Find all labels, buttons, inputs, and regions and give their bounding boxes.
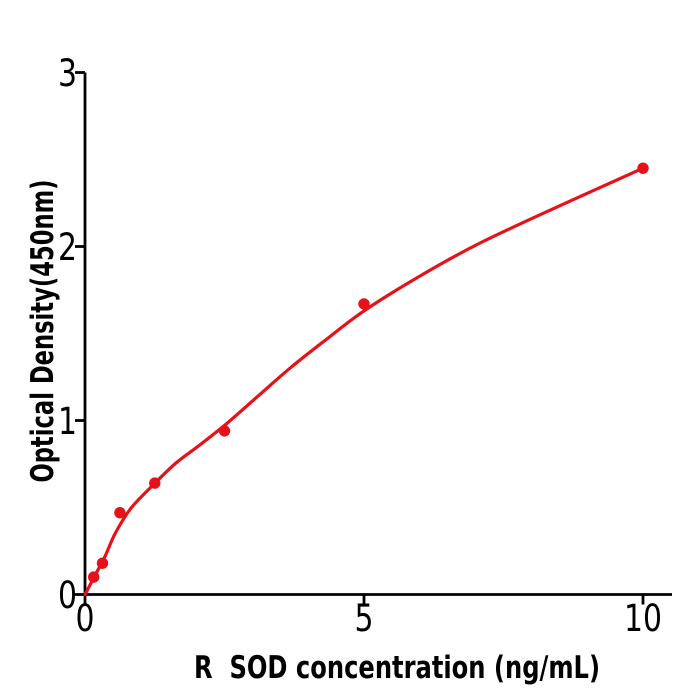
- data-point-marker: [637, 162, 649, 174]
- data-point-marker: [358, 298, 370, 310]
- y-tick-label: 3: [58, 52, 77, 95]
- y-tick-label: 2: [58, 226, 77, 269]
- x-tick-label: 0: [76, 597, 95, 640]
- data-point-marker: [96, 557, 109, 569]
- data-point-marker: [218, 425, 231, 437]
- data-point-marker: [149, 477, 161, 489]
- x-axis-label: R SOD concentration (ng/mL): [194, 650, 600, 686]
- y-axis-label: Optical Density(450nm): [25, 180, 61, 483]
- data-point-marker: [88, 571, 100, 583]
- data-point-marker: [114, 507, 126, 519]
- y-tick-label: 0: [58, 574, 77, 617]
- plot-area: 0 5 10 0 1 2 3: [58, 52, 673, 640]
- x-tick-label: 10: [624, 597, 662, 640]
- x-tick-label: 5: [355, 597, 374, 640]
- y-tick-label: 1: [58, 400, 77, 443]
- fit-curve: [83, 166, 645, 597]
